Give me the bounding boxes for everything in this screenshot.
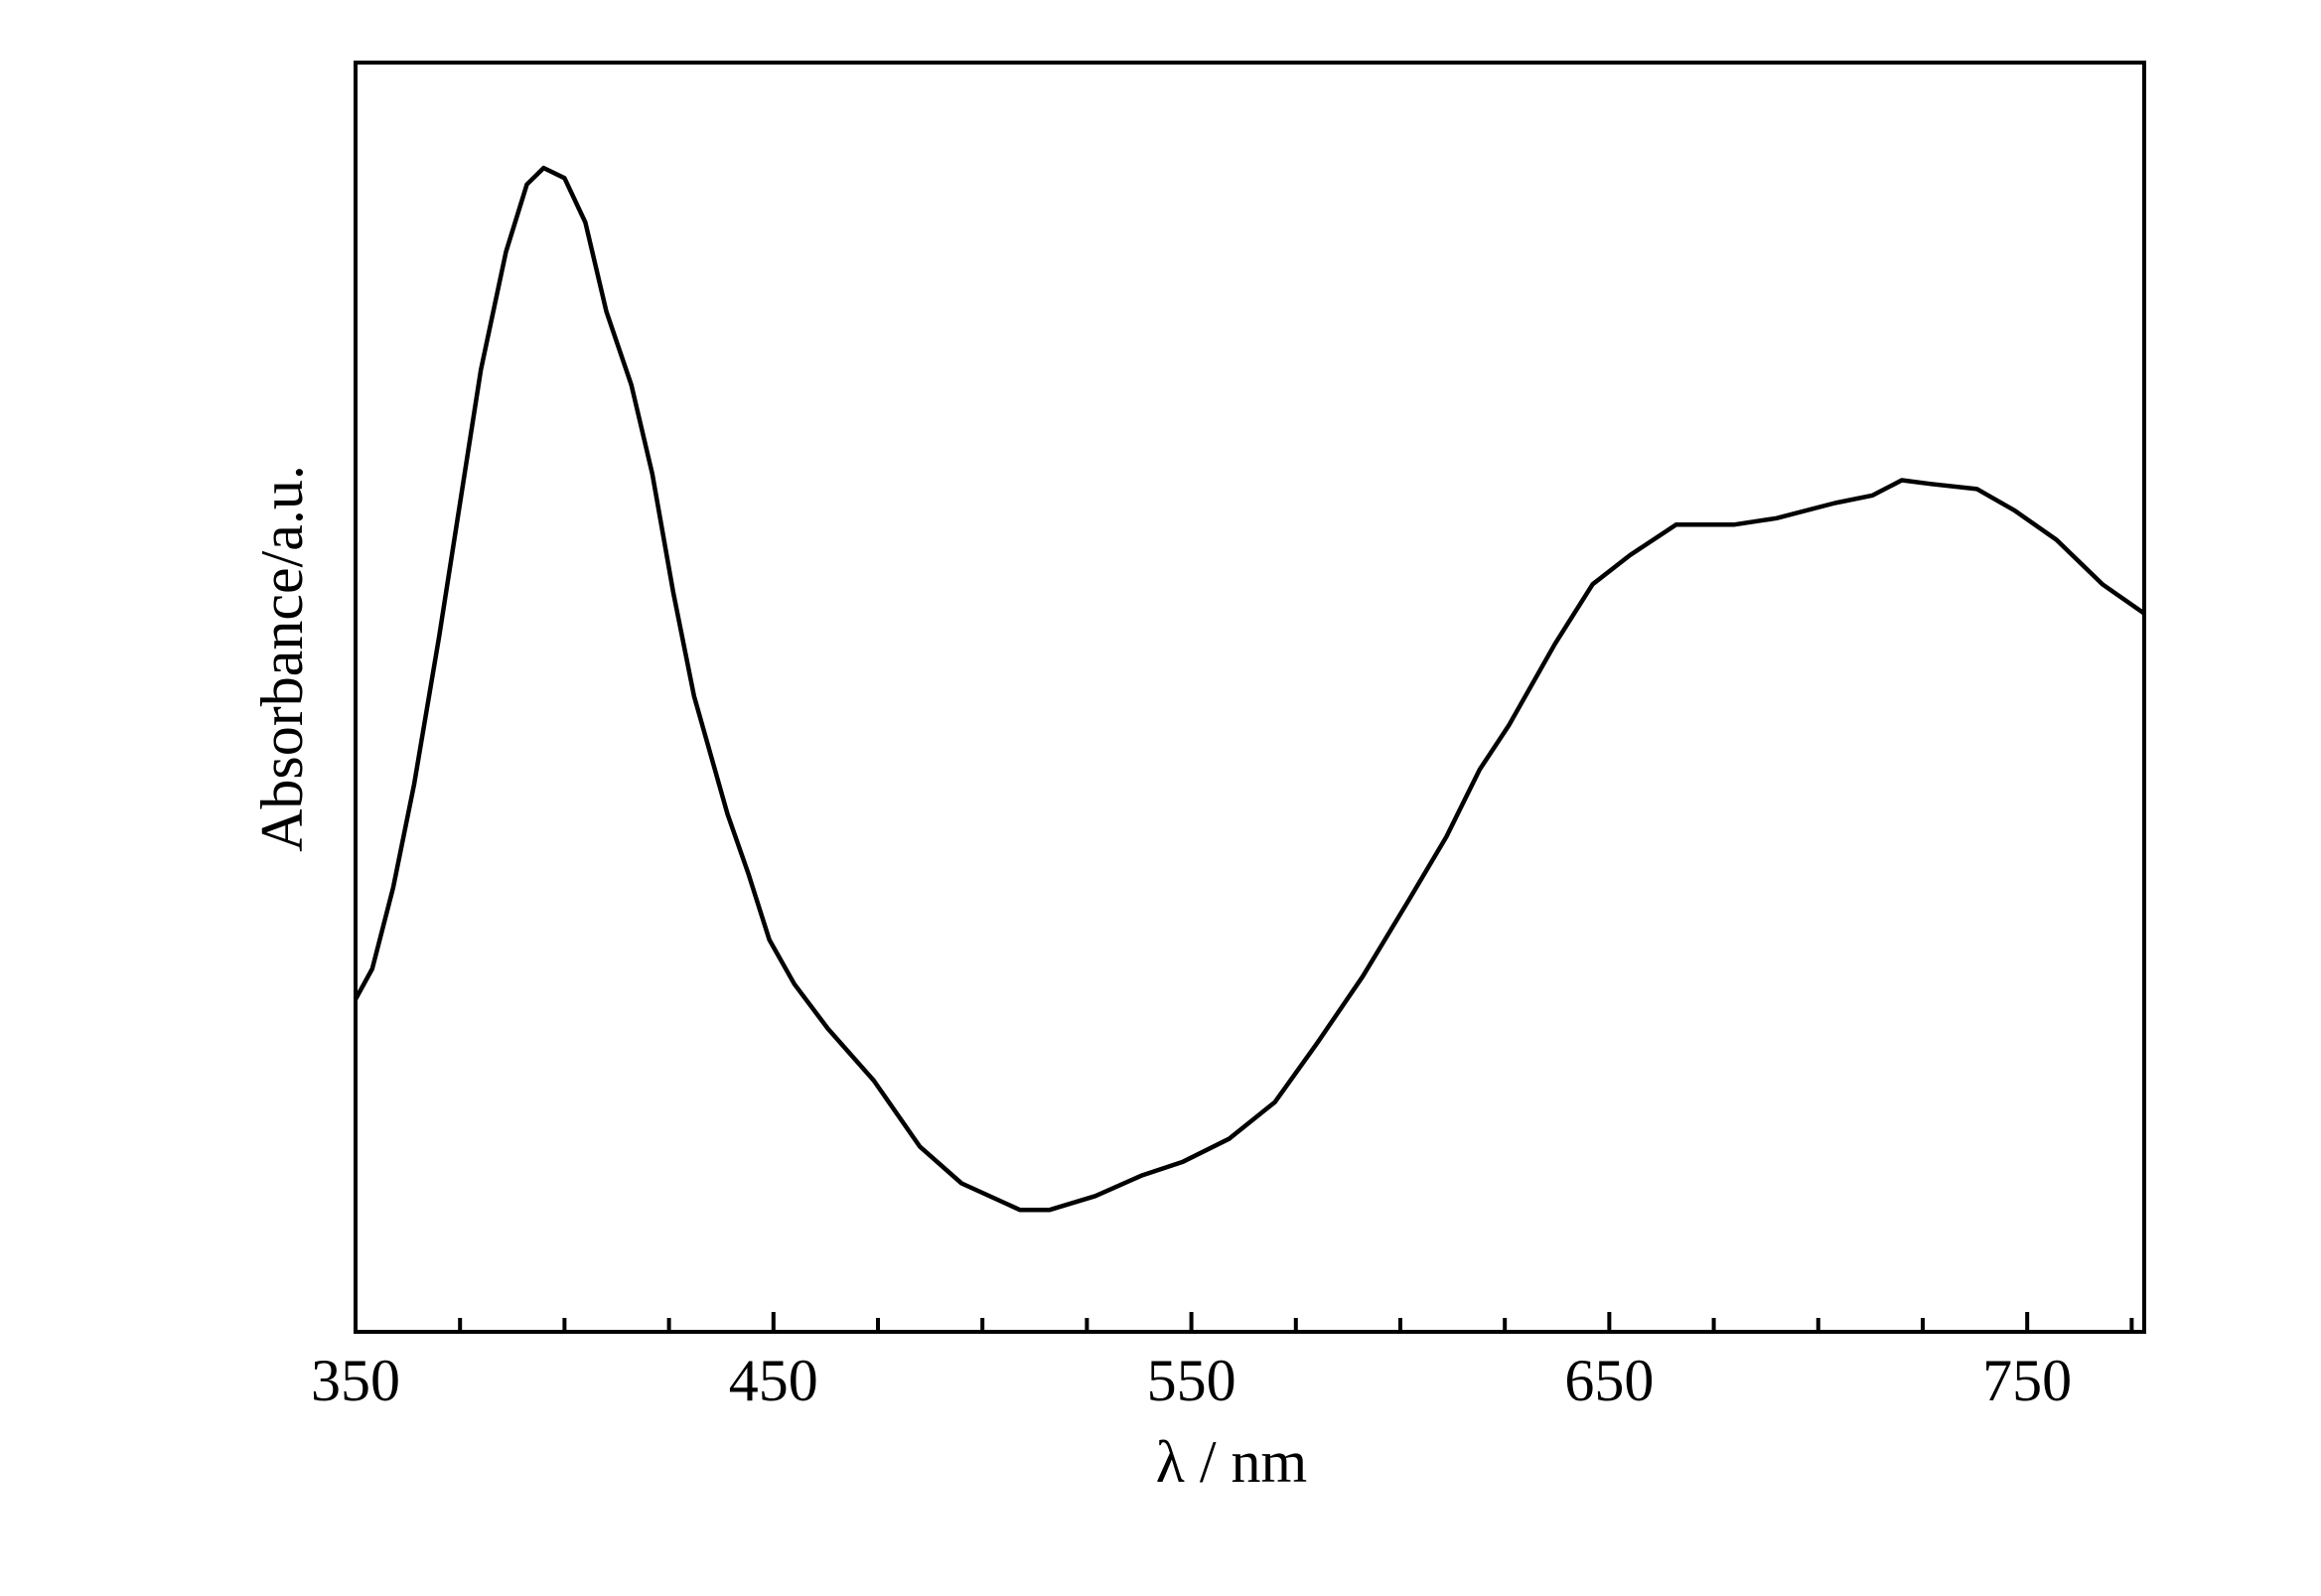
y-axis-label: Absorbance/a.u. — [249, 465, 315, 852]
x-tick-label: 650 — [1564, 1348, 1654, 1413]
spectrum-line — [354, 165, 2146, 1213]
x-tick-label: 750 — [1982, 1348, 2072, 1413]
x-tick-label: 450 — [729, 1348, 818, 1413]
x-axis-label: λ / nm — [1156, 1429, 1307, 1495]
x-tick-label: 550 — [1147, 1348, 1236, 1413]
x-tick-label: 350 — [311, 1348, 400, 1413]
plot-frame — [354, 61, 2146, 1334]
